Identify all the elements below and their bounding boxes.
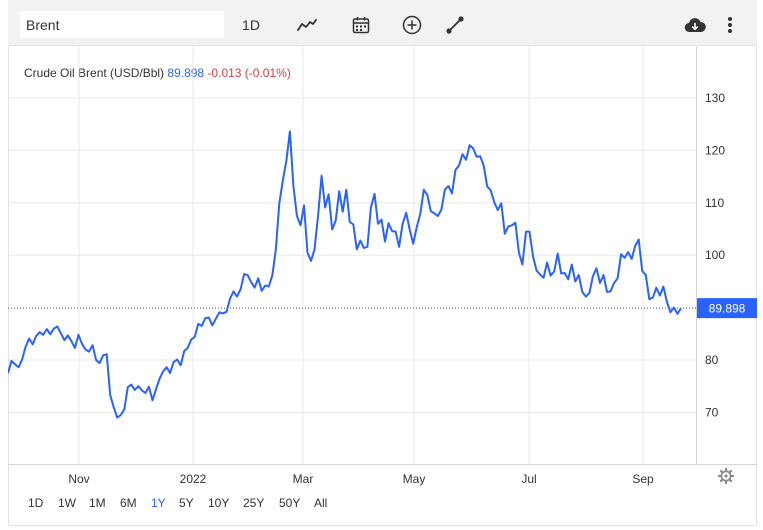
search-input[interactable] <box>20 11 224 38</box>
range-button-50y[interactable]: 50Y <box>279 496 301 510</box>
range-button-25y[interactable]: 25Y <box>243 496 265 510</box>
last-value-badge <box>697 298 757 319</box>
draw-line-icon[interactable] <box>442 11 468 38</box>
price-change: -0.013 (-0.01%) <box>207 66 291 80</box>
range-button-1y[interactable]: 1Y <box>151 496 166 510</box>
calendar-icon[interactable] <box>348 11 374 38</box>
toolbar: 1D <box>8 0 757 46</box>
y-tick-label: 120 <box>705 143 725 157</box>
x-tick-label: Mar <box>293 472 314 486</box>
y-tick-label: 100 <box>705 248 725 262</box>
y-tick-label: 110 <box>705 196 724 210</box>
range-button-1d[interactable]: 1D <box>28 496 44 510</box>
x-tick-label: Nov <box>68 472 89 486</box>
chart-widget-frame <box>8 0 757 526</box>
range-selector: 1D 1W 1M 6M 1Y 5Y 10Y 25Y 50Y All <box>8 492 757 518</box>
y-tick-label: 80 <box>705 353 719 367</box>
series-line <box>8 130 682 419</box>
last-value-label: 89.898 <box>709 302 746 316</box>
range-button-1w[interactable]: 1W <box>58 496 76 510</box>
range-button-1m[interactable]: 1M <box>89 496 106 510</box>
price-title: Crude Oil Brent (USD/Bbl) 89.898 -0.013 … <box>24 66 291 80</box>
x-tick-label: May <box>403 472 426 486</box>
x-tick-label: 2022 <box>180 472 207 486</box>
range-button-all[interactable]: All <box>314 496 328 510</box>
interval-button[interactable]: 1D <box>242 16 260 33</box>
add-compare-icon[interactable] <box>399 11 425 38</box>
y-tick-label: 130 <box>705 91 725 105</box>
x-tick-label: Sep <box>632 472 654 486</box>
price-chart[interactable]: 70 80 100 110 120 130 Nov 2022 Mar May Jul Sep 89.89… <box>8 46 757 492</box>
download-icon[interactable] <box>682 11 708 38</box>
more-vertical-icon[interactable] <box>720 11 740 38</box>
range-button-5y[interactable]: 5Y <box>179 496 194 510</box>
gear-icon[interactable] <box>717 467 735 485</box>
range-button-6m[interactable]: 6M <box>120 496 137 510</box>
y-tick-label: 70 <box>705 405 719 419</box>
line-chart-icon[interactable] <box>294 11 320 38</box>
instrument-name: Crude Oil Brent (USD/Bbl) <box>24 66 165 80</box>
last-price: 89.898 <box>167 66 205 80</box>
x-tick-label: Jul <box>521 472 536 486</box>
range-button-10y[interactable]: 10Y <box>208 496 230 510</box>
